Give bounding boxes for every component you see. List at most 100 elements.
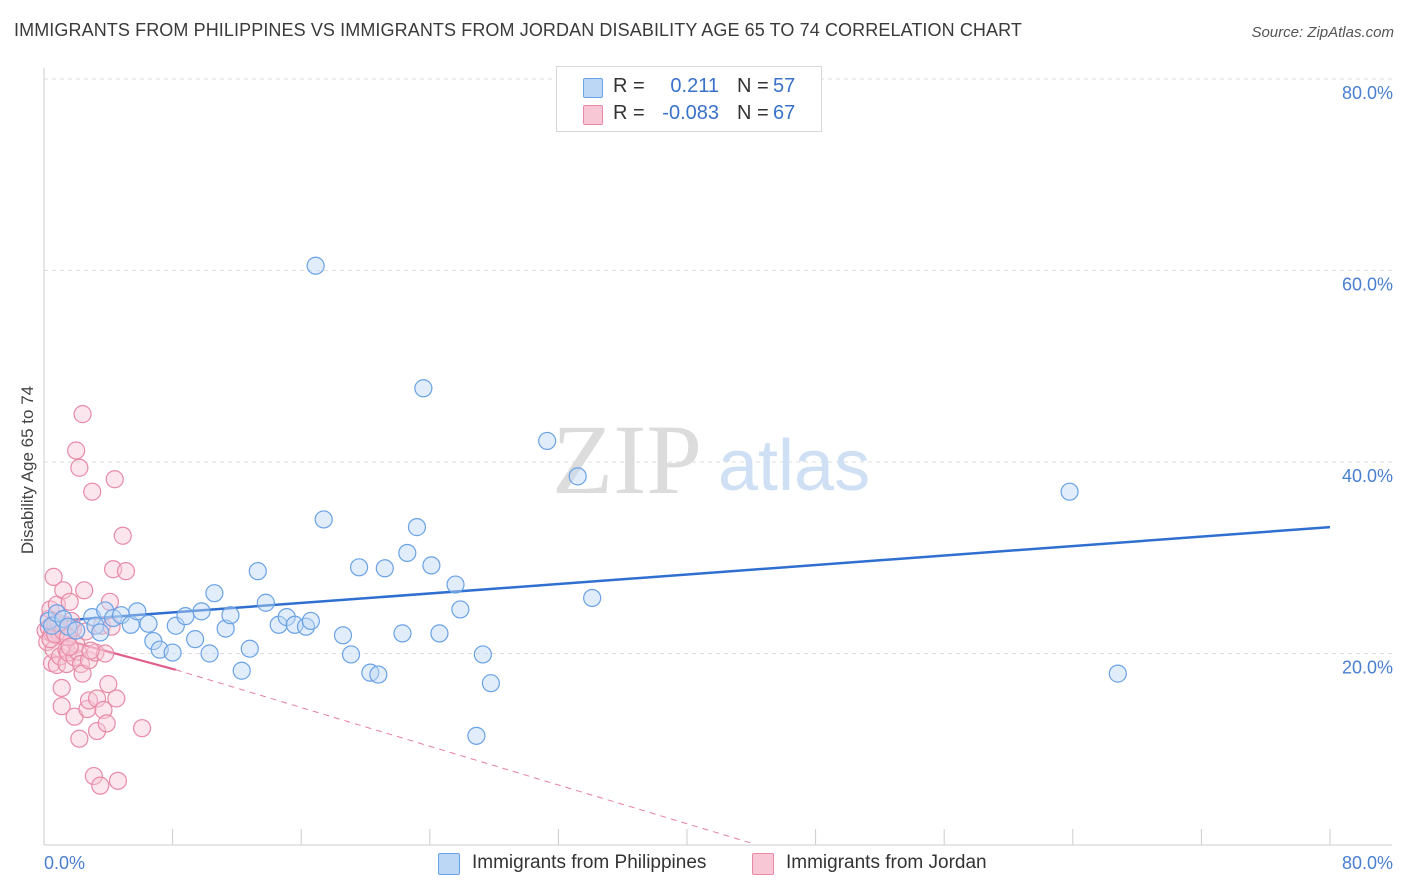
point-philippines	[67, 621, 86, 640]
legend-swatch-jordan	[583, 105, 603, 125]
point-philippines	[341, 645, 361, 664]
point-jordan	[84, 766, 103, 786]
point-philippines	[306, 256, 325, 275]
point-philippines	[176, 607, 195, 626]
point-philippines	[128, 602, 147, 621]
point-jordan	[52, 697, 71, 716]
point-jordan	[97, 714, 116, 733]
watermark-atlas-text: atlas	[718, 426, 870, 506]
legend-r-value: 0.211	[670, 75, 719, 97]
point-philippines	[1060, 482, 1079, 501]
legend-n-value: 67	[773, 102, 796, 124]
point-jordan	[113, 526, 132, 545]
point-philippines	[186, 630, 205, 649]
watermark-zip-text: ZIP	[552, 404, 702, 515]
data-points	[36, 256, 1127, 795]
point-philippines	[314, 510, 333, 529]
legend-r-label: R =	[613, 102, 645, 124]
correlation-legend: R = 0.211 N = 57 R = -0.083 N = 67	[556, 66, 822, 132]
bottom-legend-label-philippines: Immigrants from Philippines	[472, 852, 707, 873]
point-jordan	[75, 581, 94, 600]
y-tick-label: 80.0%	[1342, 83, 1393, 103]
bottom-legend-swatch-philippines	[438, 853, 460, 875]
point-philippines	[481, 674, 500, 693]
point-philippines	[568, 467, 587, 486]
legend-r-label: R =	[613, 75, 645, 97]
legend-row-jordan: R = -0.083 N = 67	[557, 102, 821, 128]
point-jordan	[105, 470, 124, 489]
point-philippines	[393, 624, 412, 643]
trend-line-jordan	[43, 633, 177, 671]
point-jordan	[60, 637, 79, 656]
point-jordan	[116, 562, 136, 581]
point-jordan	[91, 776, 110, 795]
point-philippines	[369, 665, 388, 684]
point-philippines	[192, 602, 211, 621]
point-philippines	[349, 558, 369, 577]
point-philippines	[414, 379, 433, 398]
y-tick-label: 40.0%	[1342, 466, 1393, 486]
y-tick-label: 60.0%	[1342, 275, 1393, 295]
point-jordan	[108, 771, 128, 790]
point-philippines	[232, 661, 251, 680]
point-jordan	[99, 675, 118, 694]
point-jordan	[60, 592, 79, 611]
point-philippines	[256, 593, 275, 612]
point-philippines	[296, 617, 316, 636]
trend-lines	[43, 525, 1331, 844]
point-philippines	[422, 556, 441, 575]
point-philippines	[221, 606, 240, 625]
point-philippines	[451, 600, 470, 619]
point-jordan	[65, 648, 84, 667]
legend-n-value: 57	[773, 75, 796, 97]
x-tick-label: 80.0%	[1342, 853, 1393, 873]
point-jordan	[52, 678, 71, 698]
point-philippines	[333, 626, 353, 645]
y-tick-label: 20.0%	[1342, 658, 1393, 678]
trend-line-jordan-extrapolated	[175, 669, 752, 844]
point-philippines	[375, 559, 394, 578]
point-jordan	[67, 441, 86, 460]
point-philippines	[248, 562, 267, 581]
point-jordan	[87, 689, 107, 708]
point-philippines	[446, 575, 465, 594]
point-jordan	[81, 641, 100, 660]
point-philippines	[430, 624, 449, 643]
x-tick-label: 0.0%	[44, 853, 85, 873]
point-philippines	[538, 431, 557, 451]
point-philippines	[163, 643, 182, 662]
point-philippines	[205, 584, 224, 603]
point-jordan	[70, 458, 89, 477]
chart-title: IMMIGRANTS FROM PHILIPPINES VS IMMIGRANT…	[14, 20, 1023, 40]
legend-swatch-philippines	[583, 78, 603, 98]
point-philippines	[139, 614, 158, 633]
point-philippines	[91, 623, 110, 642]
axes	[43, 68, 1392, 846]
point-philippines	[467, 726, 486, 745]
point-philippines	[301, 611, 320, 631]
legend-row-philippines: R = 0.211 N = 57	[557, 75, 821, 101]
point-jordan	[70, 729, 89, 748]
point-jordan	[132, 719, 152, 738]
point-philippines	[407, 518, 427, 537]
bottom-legend-swatch-jordan	[752, 853, 774, 875]
point-philippines	[166, 616, 185, 635]
point-philippines	[473, 645, 492, 664]
tick-labels: 20.0% 40.0% 60.0% 80.0% 0.0% 80.0%	[44, 83, 1393, 873]
bottom-legend-label-jordan: Immigrants from Jordan	[786, 852, 987, 873]
gridlines	[44, 78, 1392, 654]
point-jordan	[87, 721, 107, 741]
legend-r-value: -0.083	[662, 102, 719, 124]
watermark: ZIP atlas	[552, 404, 870, 515]
legend-n-label: N =	[737, 75, 769, 97]
point-jordan	[73, 405, 92, 424]
chart-source: Source: ZipAtlas.com	[1251, 24, 1394, 41]
point-jordan	[95, 644, 115, 663]
legend-n-label: N =	[737, 102, 769, 124]
point-philippines	[1108, 664, 1127, 683]
point-philippines	[216, 619, 235, 638]
point-jordan	[83, 482, 102, 501]
point-philippines	[240, 639, 259, 658]
point-philippines	[200, 644, 219, 663]
